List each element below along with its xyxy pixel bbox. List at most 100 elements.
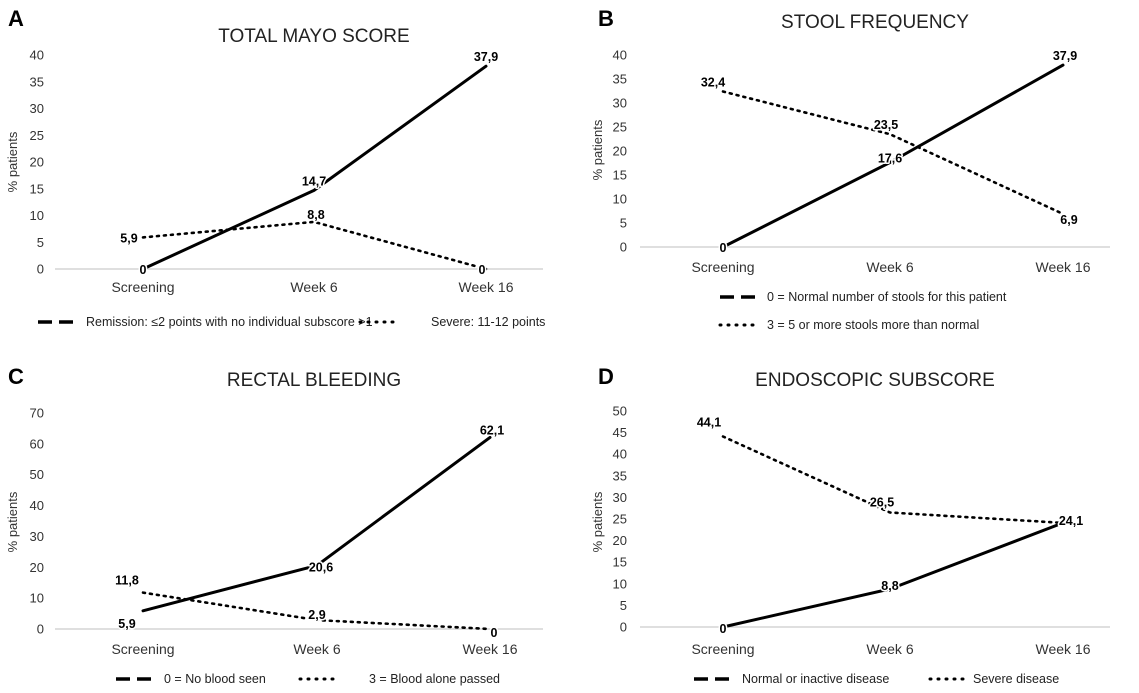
y-tick-label: 5 (620, 598, 627, 613)
y-tick-label: 35 (613, 72, 627, 87)
data-label: 0 (720, 622, 727, 636)
data-label: 2,9 (308, 608, 325, 622)
data-label: 0 (140, 263, 147, 277)
y-tick-label: 0 (620, 240, 627, 255)
y-tick-label: 10 (30, 591, 44, 606)
y-tick-label: 40 (613, 48, 627, 63)
data-label: 23,5 (874, 118, 898, 132)
chart-title: ENDOSCOPIC SUBSCORE (755, 370, 995, 391)
data-label: 20,6 (309, 560, 333, 574)
y-tick-label: 5 (620, 216, 627, 231)
legend-label: Normal or inactive disease (742, 672, 889, 686)
chart-title: RECTAL BLEEDING (227, 370, 401, 391)
data-label: 0 (479, 263, 486, 277)
y-tick-label: 25 (30, 128, 44, 143)
y-tick-label: 30 (613, 490, 627, 505)
x-category-label: Week 6 (866, 259, 913, 275)
legend-label: Remission: ≤2 points with no individual … (86, 315, 373, 329)
y-tick-label: 35 (30, 74, 44, 89)
y-tick-label: 45 (613, 425, 627, 440)
data-label: 17,6 (878, 152, 902, 166)
y-tick-label: 20 (30, 560, 44, 575)
data-label: 26,5 (870, 496, 894, 510)
x-category-label: Week 6 (866, 641, 913, 657)
y-axis-label: % patients (5, 491, 20, 552)
chart-title: STOOL FREQUENCY (781, 12, 969, 33)
chart-panel-c: C RECTAL BLEEDING 0 10 20 30 40 50 60 70 % patient… (5, 364, 543, 686)
data-label: 24,1 (1059, 514, 1083, 528)
x-category-label: Week 16 (459, 279, 514, 295)
panel-letter: A (8, 6, 24, 31)
chart-panel-d: D ENDOSCOPIC SUBSCORE 0 5 10 15 20 25 30 35 40 45 50… (590, 364, 1110, 686)
legend-label: 3 = 5 or more stools more than normal (767, 318, 979, 332)
series-line-dotted (721, 90, 1065, 216)
y-tick-label: 25 (613, 512, 627, 527)
y-tick-label: 60 (30, 436, 44, 451)
x-category-label: Screening (111, 279, 174, 295)
y-tick-label: 35 (613, 468, 627, 483)
y-tick-label: 25 (613, 120, 627, 135)
data-label: 62,1 (480, 423, 504, 437)
y-tick-label: 0 (37, 262, 44, 277)
x-category-label: Screening (111, 641, 174, 657)
x-category-label: Week 16 (1036, 641, 1091, 657)
data-label: 5,9 (120, 231, 137, 245)
series-line-solid (141, 435, 492, 613)
data-label: 37,9 (474, 50, 498, 64)
x-category-label: Screening (691, 259, 754, 275)
y-tick-label: 0 (620, 620, 627, 635)
legend-label: 0 = No blood seen (164, 672, 266, 686)
y-tick-label: 40 (613, 447, 627, 462)
x-category-label: Screening (691, 641, 754, 657)
y-axis-label: % patients (590, 119, 605, 180)
panel-letter: C (8, 364, 24, 389)
y-tick-label: 10 (613, 576, 627, 591)
y-tick-label: 40 (30, 48, 44, 63)
data-label: 24,1 (1059, 514, 1083, 528)
data-label: 6,9 (1060, 213, 1077, 227)
legend-label: Severe: 11-12 points (431, 315, 545, 329)
x-category-label: Week 16 (1036, 259, 1091, 275)
chart-panel-a: A TOTAL MAYO SCORE 0 5 10 15 20 25 30 35 40 % patie… (5, 6, 545, 329)
y-tick-label: 30 (30, 529, 44, 544)
series-line-solid (721, 521, 1065, 629)
y-tick-label: 15 (613, 168, 627, 183)
legend-label: 3 = Blood alone passed (369, 672, 500, 686)
panel-letter: D (598, 364, 614, 389)
y-tick-label: 20 (613, 533, 627, 548)
y-tick-label: 5 (37, 235, 44, 250)
data-label: 8,8 (881, 579, 898, 593)
legend-label: 0 = Normal number of stools for this pat… (767, 290, 1007, 304)
y-tick-label: 10 (613, 192, 627, 207)
data-label: 8,8 (307, 208, 324, 222)
x-category-label: Week 6 (290, 279, 337, 295)
y-axis-label: % patients (590, 491, 605, 552)
data-label: 37,9 (1053, 49, 1077, 63)
y-tick-label: 15 (613, 555, 627, 570)
chart-title: TOTAL MAYO SCORE (218, 26, 409, 47)
series-line-dotted (721, 435, 1065, 525)
y-tick-label: 10 (30, 208, 44, 223)
y-tick-label: 30 (613, 96, 627, 111)
y-tick-label: 30 (30, 101, 44, 116)
x-category-label: Week 6 (293, 641, 340, 657)
y-tick-label: 70 (30, 406, 44, 421)
y-tick-label: 20 (30, 155, 44, 170)
data-label: 0 (720, 241, 727, 255)
series-line-solid (141, 64, 488, 271)
series-line-solid (721, 63, 1065, 249)
y-tick-label: 50 (613, 404, 627, 419)
y-tick-label: 50 (30, 467, 44, 482)
y-tick-label: 20 (613, 144, 627, 159)
y-tick-label: 15 (30, 181, 44, 196)
series-line-dotted (141, 220, 488, 271)
data-label: 11,8 (115, 574, 139, 588)
chart-panel-b: B STOOL FREQUENCY 0 5 10 15 20 25 30 35 40 % patien… (590, 6, 1110, 332)
data-label: 14,7 (302, 174, 326, 188)
y-tick-label: 40 (30, 498, 44, 513)
data-label: 5,9 (118, 617, 135, 631)
x-category-label: Week 16 (463, 641, 518, 657)
panel-letter: B (598, 6, 614, 31)
data-label: 44,1 (697, 415, 721, 429)
y-axis-label: % patients (5, 131, 20, 192)
